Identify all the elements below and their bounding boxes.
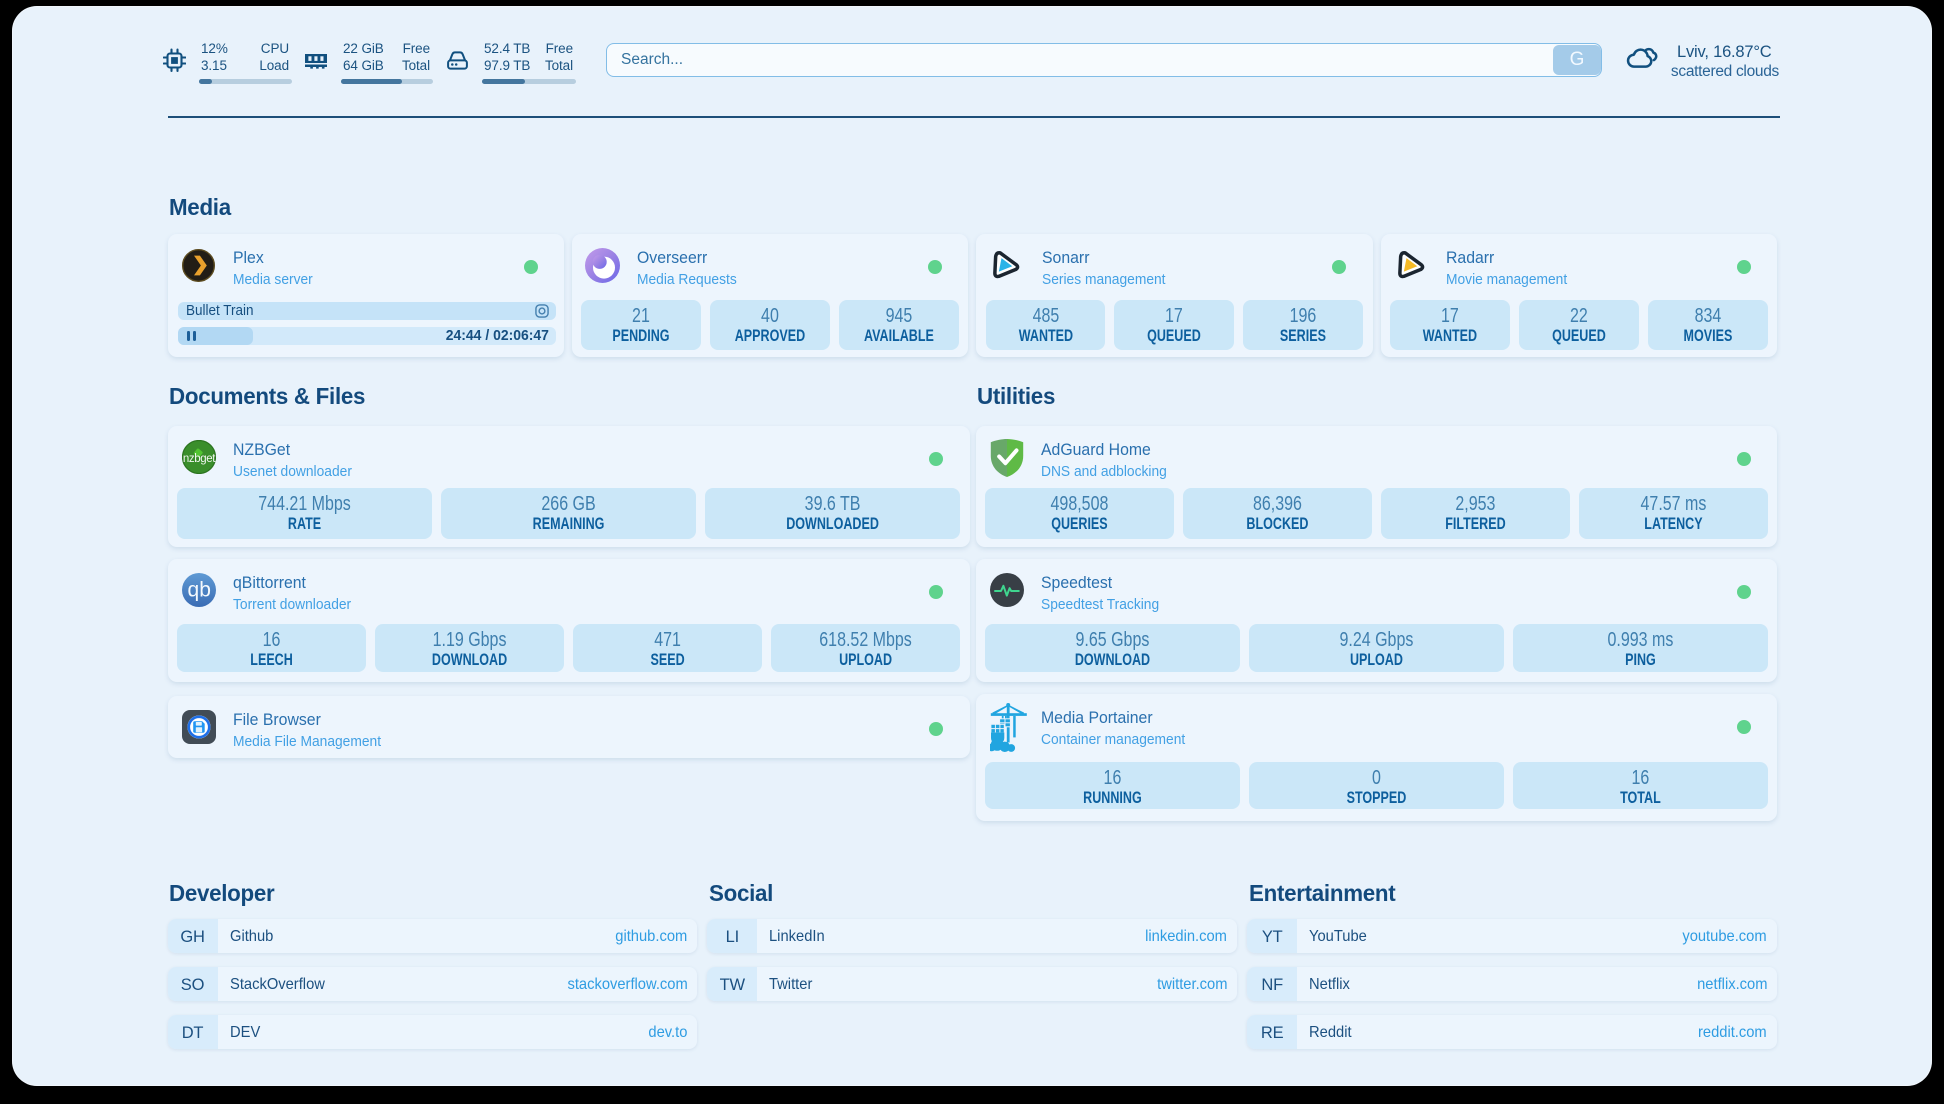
svg-text:qb: qb	[187, 579, 210, 602]
svg-text:nzbget: nzbget	[182, 452, 215, 464]
